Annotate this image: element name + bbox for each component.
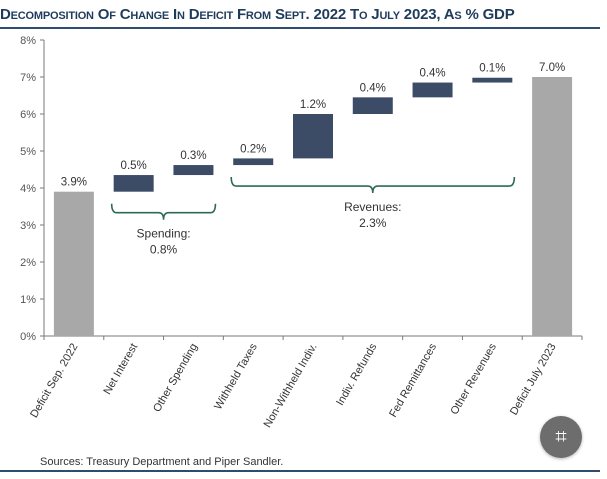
data-label: 0.4% (419, 68, 445, 80)
waterfall-chart: 0% 1% 2% 3% 4% 5% 6% 7% 8% 3.9% 0.5% 0.3% 0.2% 1.2% 0.… (20, 35, 583, 430)
y-tick-label: 3% (20, 220, 36, 232)
component-bar (412, 82, 453, 98)
data-label: 0.1% (479, 63, 505, 75)
group-value: 0.8% (150, 243, 178, 257)
y-tick-label: 0% (20, 331, 36, 343)
data-label: 1.2% (300, 99, 326, 111)
component-bar (472, 77, 513, 83)
component-bar (352, 97, 393, 114)
category-label: Other Revenues (448, 341, 499, 417)
group-brace (110, 203, 217, 220)
component-bar (233, 158, 274, 166)
group-value: 2.3% (359, 216, 387, 230)
bottom-divider (0, 470, 600, 472)
y-tick-label: 2% (20, 257, 36, 269)
data-label: 0.4% (360, 82, 386, 94)
source-note: Sources: Treasury Department and Piper S… (40, 456, 284, 468)
group-name: Revenues: (344, 200, 401, 214)
chart-title: Decomposition Of Change In Deficit From … (0, 6, 515, 23)
y-tick-label: 5% (20, 146, 36, 158)
group-brace (230, 177, 516, 194)
data-label: 0.2% (240, 143, 266, 155)
component-bar (173, 165, 214, 176)
total-bar (53, 191, 94, 336)
category-label: Fed Remittances (387, 341, 439, 419)
group-name: Spending: (137, 227, 191, 241)
category-label: Net Interest (101, 342, 140, 397)
category-label: Deficit Sep. 2022 (28, 342, 80, 421)
category-label: Deficit July 2023 (508, 342, 559, 418)
category-label: Other Spending (151, 342, 200, 415)
y-tick-label: 8% (20, 35, 36, 47)
y-tick-label: 7% (20, 72, 36, 84)
component-bar (293, 114, 333, 159)
category-label: Indiv. Refunds (334, 341, 379, 408)
data-label: 7.0% (539, 62, 565, 74)
y-tick-label: 6% (20, 109, 36, 121)
text-scan-button[interactable]: ⌗ (540, 416, 582, 458)
y-tick-label: 4% (20, 183, 36, 195)
data-label: 0.5% (121, 160, 147, 172)
data-label: 0.3% (180, 150, 206, 162)
data-label: 3.9% (61, 177, 87, 189)
title-divider (0, 27, 600, 29)
y-tick-label: 1% (20, 294, 36, 306)
category-label: Withheld Taxes (212, 341, 260, 412)
category-label: Non-Withheld Indiv. (262, 342, 320, 430)
component-bar (113, 175, 154, 192)
text-scan-icon: ⌗ (555, 425, 567, 448)
total-bar (532, 77, 573, 336)
